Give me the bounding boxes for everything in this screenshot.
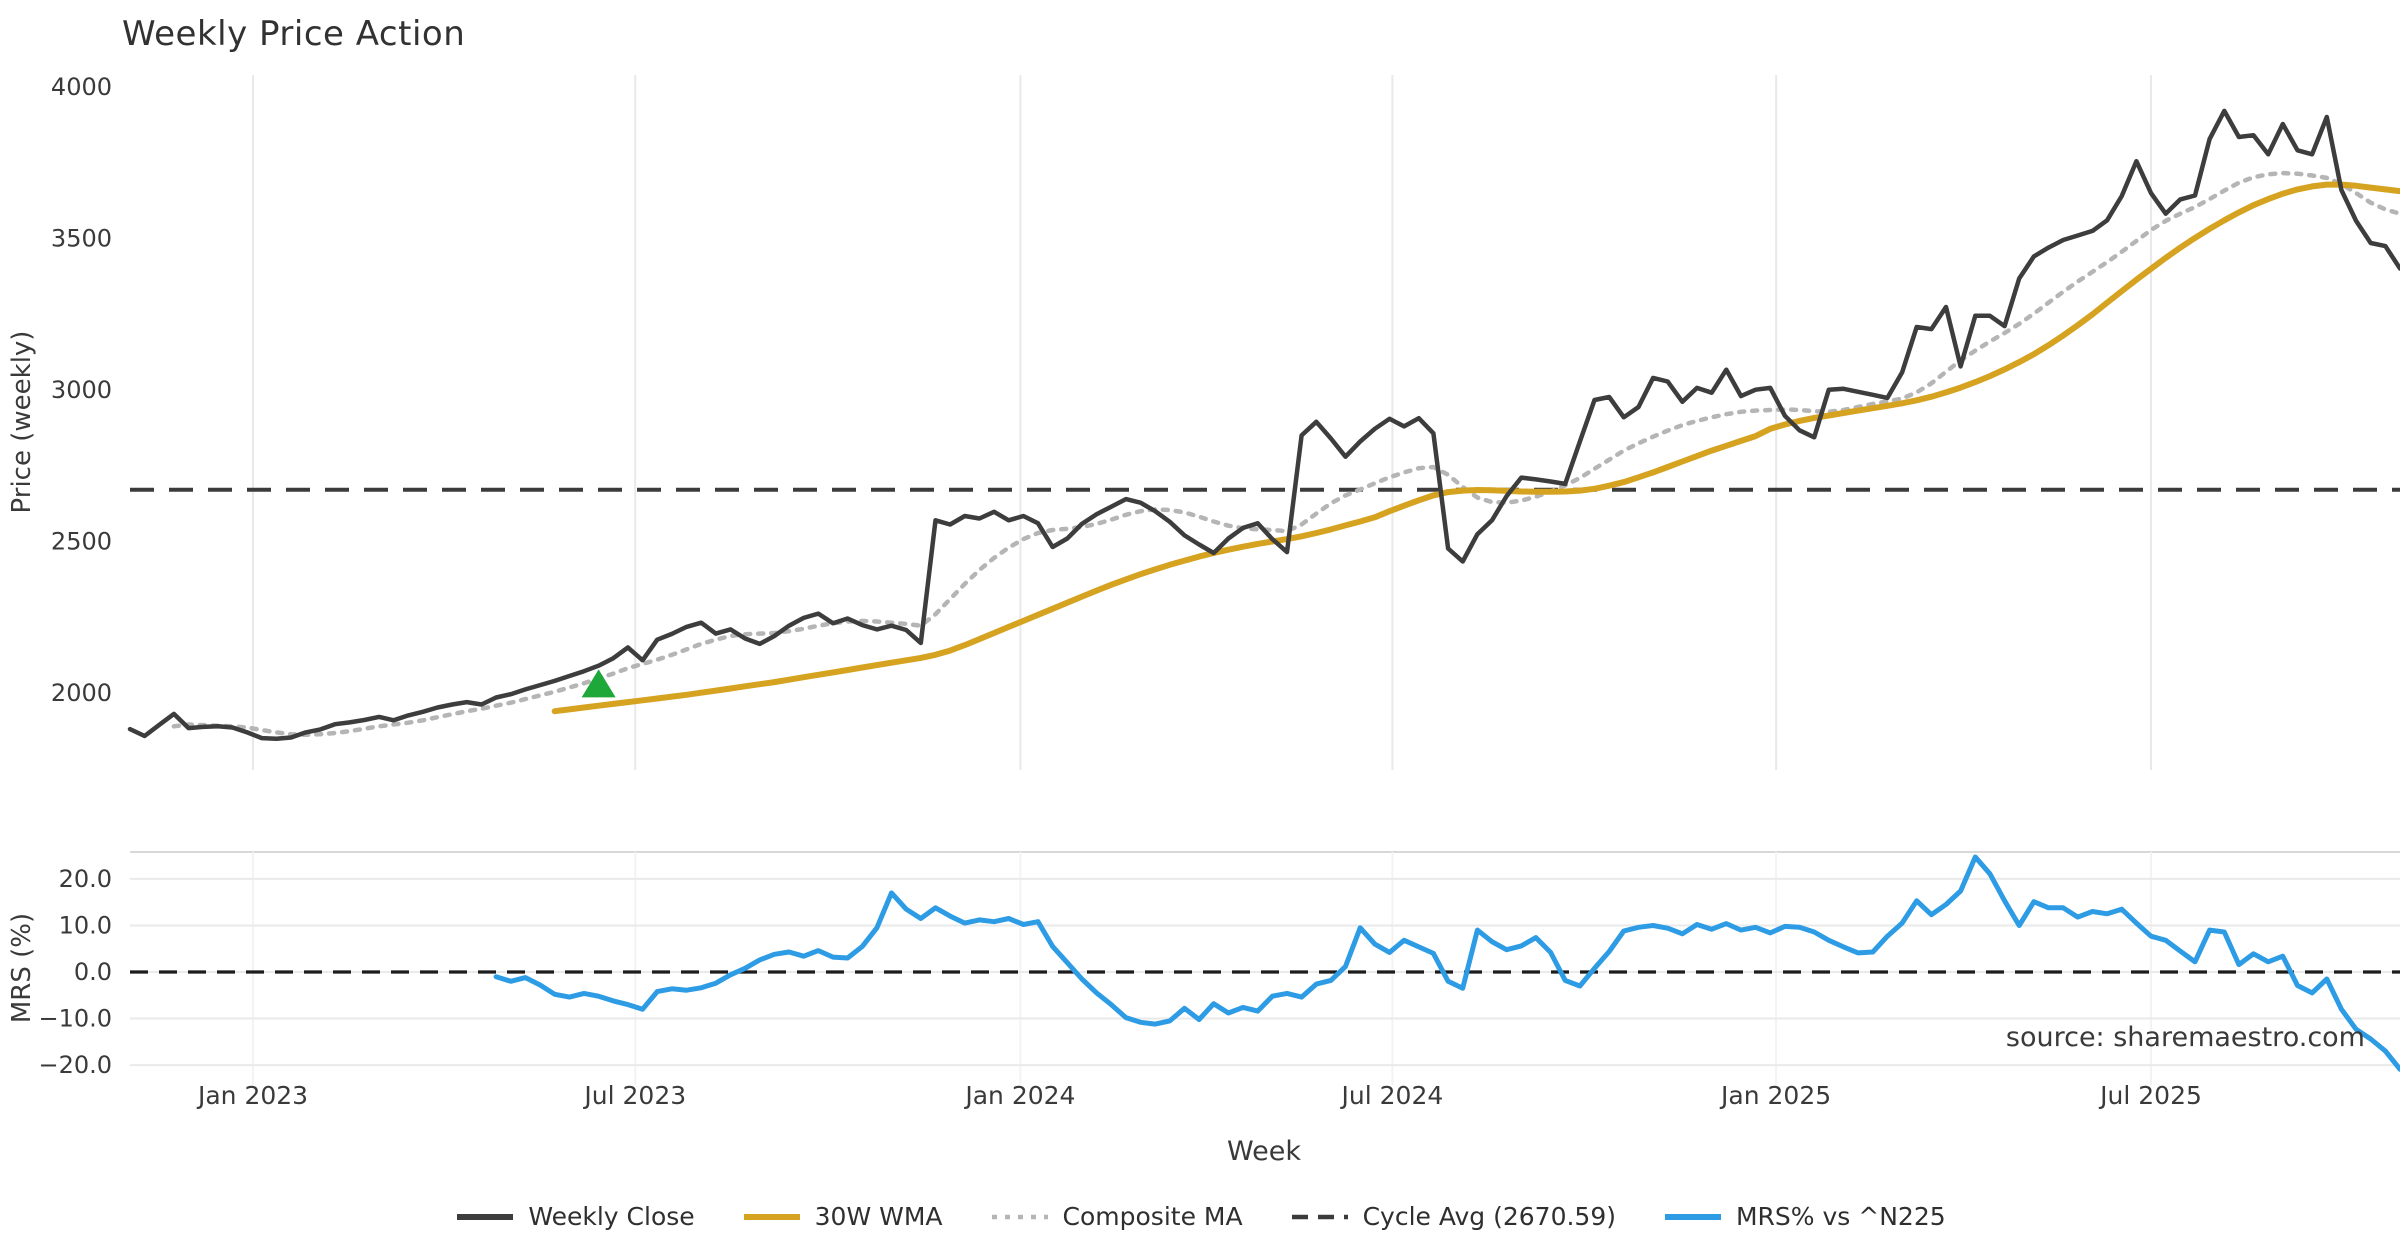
mrs-ytick-label: −20.0 <box>38 1051 112 1079</box>
legend-item-4: MRS% vs ^N225 <box>1662 1202 1946 1231</box>
legend-label: Weekly Close <box>528 1202 695 1231</box>
price-gridlines <box>252 75 2153 770</box>
mrs-ytick-label: 10.0 <box>59 911 112 939</box>
legend-label: Composite MA <box>1062 1202 1243 1231</box>
price-ytick-label: 2000 <box>51 679 112 707</box>
legend-item-2: Composite MA <box>989 1202 1243 1231</box>
legend-item-0: Weekly Close <box>454 1202 695 1231</box>
mrs-ytick-label: 20.0 <box>59 865 112 893</box>
mrs-line <box>493 854 2400 1072</box>
legend-swatch-dashed <box>1291 1214 1348 1219</box>
mrs-series <box>493 854 2400 1072</box>
x-tick-label: Jul 2024 <box>1340 1081 1444 1110</box>
mrs-gridlines <box>130 851 2400 1085</box>
legend-swatch-solid <box>457 1213 514 1220</box>
x-tick-label: Jul 2023 <box>582 1081 686 1110</box>
watermark: source: sharemaestro.com <box>2006 1022 2365 1053</box>
x-tick-label: Jan 2024 <box>963 1081 1075 1110</box>
price-axis-ticks: 4000 3500 3000 2500 2000 <box>51 73 112 707</box>
price-ytick-label: 2500 <box>51 528 112 556</box>
legend-swatch-dotted <box>991 1214 1048 1219</box>
x-tick-label: Jan 2025 <box>1719 1081 1831 1110</box>
x-axis-ticks: Jan 2023 Jul 2023 Jan 2024 Jul 2024 Jan 2025… <box>196 1081 2202 1110</box>
buy-signal-marker <box>581 669 616 698</box>
wma-30w-line <box>551 181 2400 715</box>
price-ytick-label: 4000 <box>51 73 112 101</box>
legend-label: MRS% vs ^N225 <box>1735 1202 1946 1231</box>
legend-item-3: Cycle Avg (2670.59) <box>1289 1202 1616 1231</box>
legend-item-1: 30W WMA <box>741 1202 943 1231</box>
mrs-ytick-label: 0.0 <box>74 958 112 986</box>
price-axis-label: Price (weekly) <box>7 331 37 514</box>
legend: Weekly Close 30W WMA Composite MA Cycle Avg… <box>0 1202 2400 1231</box>
x-tick-label: Jul 2025 <box>2098 1081 2202 1110</box>
legend-swatch-solid <box>743 1213 800 1220</box>
price-ytick-label: 3000 <box>51 376 112 404</box>
legend-label: 30W WMA <box>814 1202 943 1231</box>
price-series <box>127 108 2400 742</box>
legend-swatch-solid <box>1664 1213 1721 1220</box>
mrs-axis-label: MRS (%) <box>7 913 37 1023</box>
chart-title: Weekly Price Action <box>122 14 466 54</box>
x-tick-label: Jan 2023 <box>196 1081 308 1110</box>
composite-ma-line <box>171 170 2400 738</box>
legend-label: Cycle Avg (2670.59) <box>1362 1202 1616 1231</box>
mrs-axis-ticks: 20.0 10.0 0.0 −10.0 −20.0 <box>38 865 112 1079</box>
mrs-ytick-label: −10.0 <box>38 1005 112 1033</box>
weekly-close-line <box>127 108 2400 742</box>
x-axis-label: Week <box>1227 1136 1301 1167</box>
price-ytick-label: 3500 <box>51 225 112 253</box>
